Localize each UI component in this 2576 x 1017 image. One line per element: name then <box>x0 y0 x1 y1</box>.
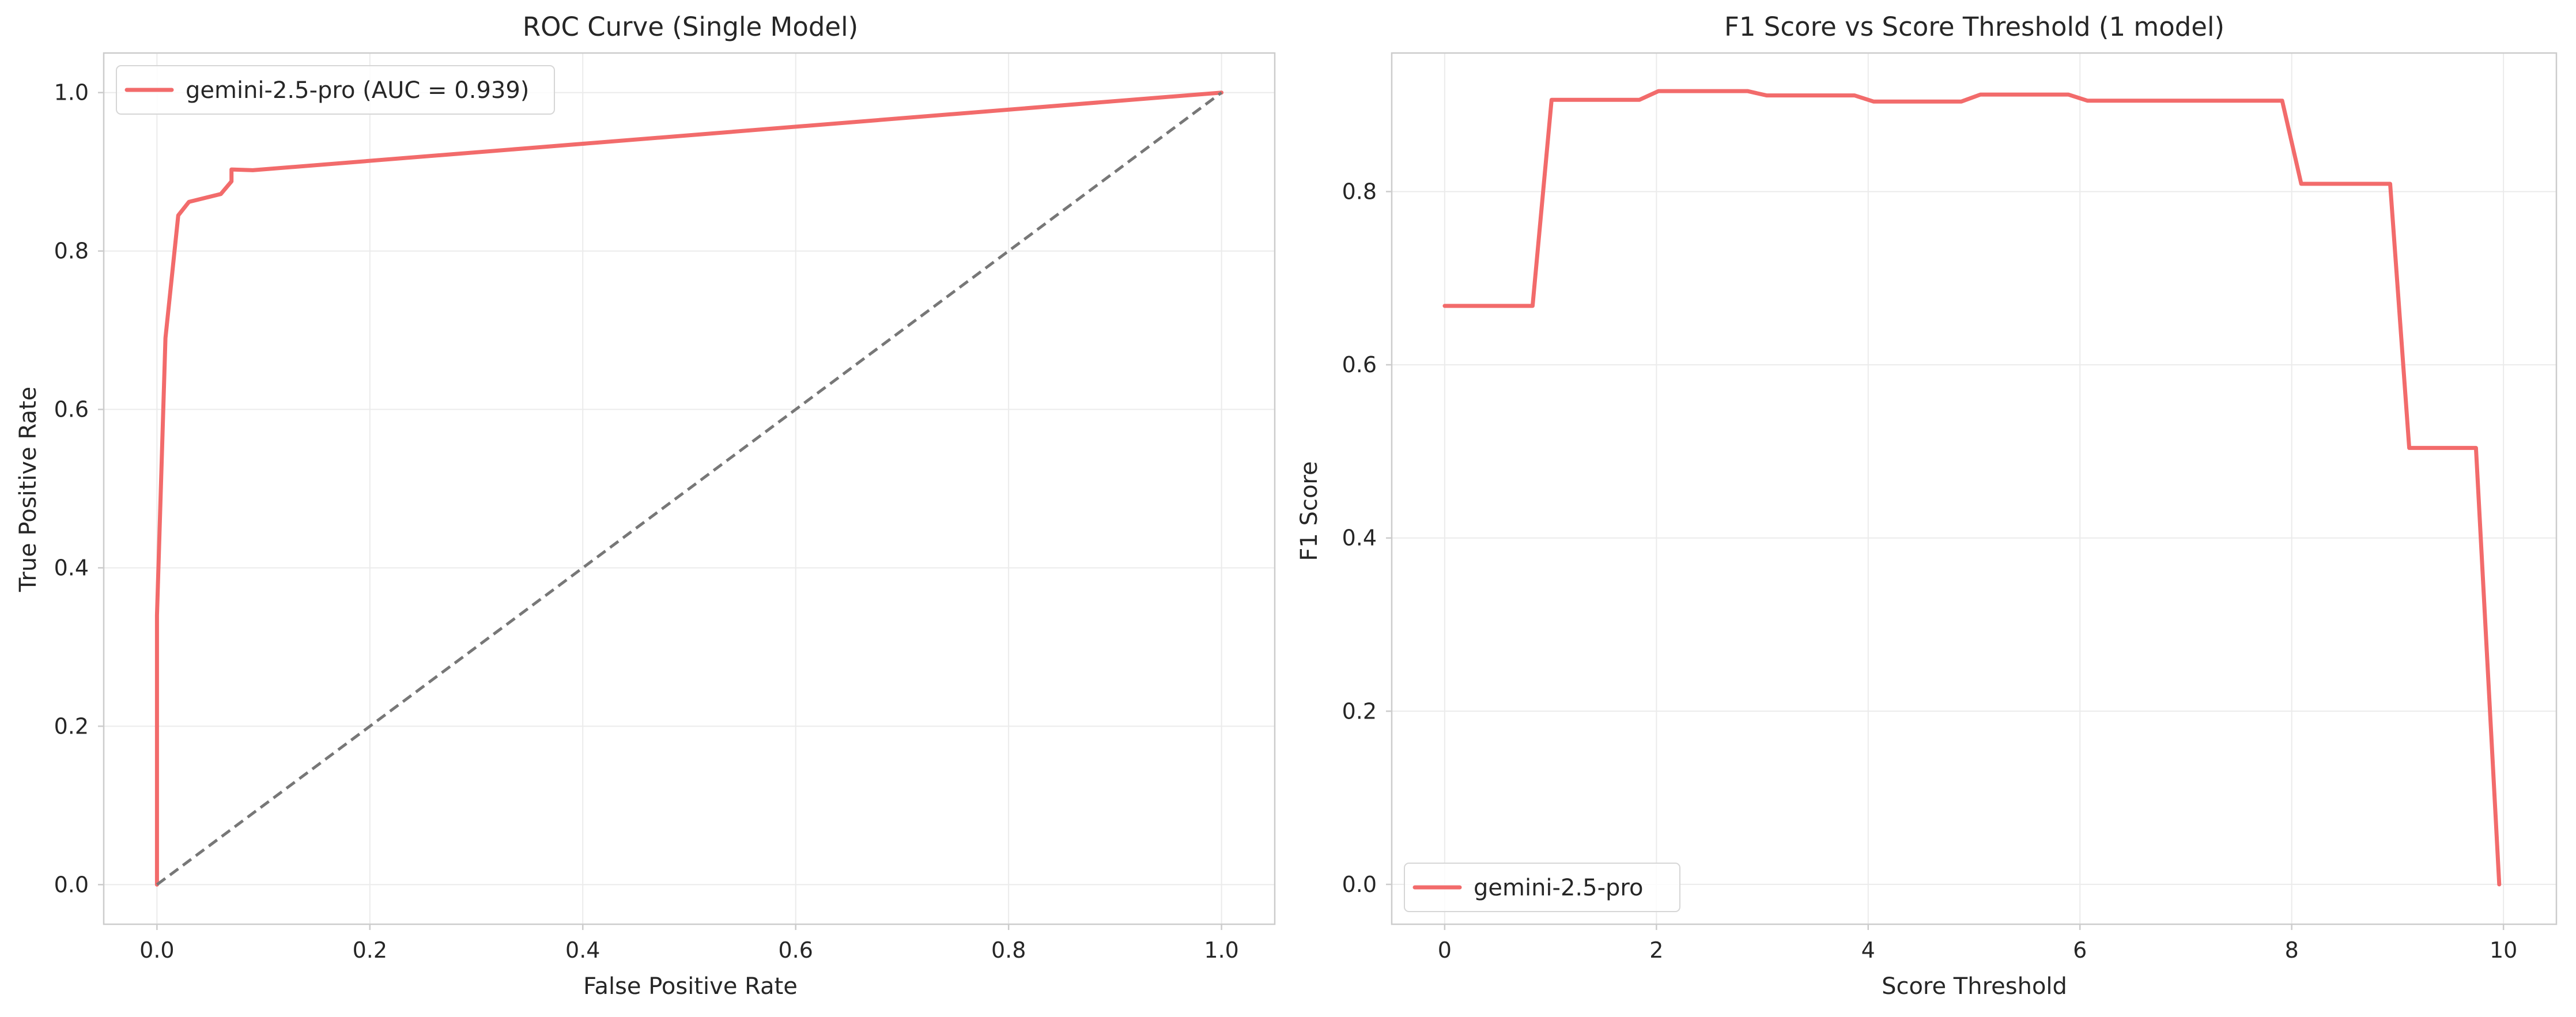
f1-x-tick-label: 10 <box>2490 937 2517 963</box>
roc-plot-area: 0.0 0.2 0.4 0.6 0.8 1.0 0.0 0.2 0.4 0.6 0.8 1.0 gemi… <box>54 52 1276 963</box>
f1-legend-frame <box>1404 863 1680 912</box>
roc-chance-diagonal-line <box>156 91 1223 886</box>
f1-y-tick-label: 0.2 <box>1342 698 1377 724</box>
f1-plot-frame <box>1391 52 2558 925</box>
roc-chart-panel: ROC Curve (Single Model) False Positive … <box>15 12 1276 1000</box>
f1-x-axis-label: Score Threshold <box>1882 973 2067 1000</box>
roc-x-tick-label: 0.4 <box>565 937 600 963</box>
f1-x-tick-label: 4 <box>1861 937 1875 963</box>
roc-y-tick-label: 1.0 <box>54 80 89 105</box>
roc-x-tick-label: 0.2 <box>353 937 387 963</box>
f1-x-tick-label: 2 <box>1649 937 1663 963</box>
roc-y-tick-label: 0.4 <box>54 555 89 580</box>
roc-y-tick-label: 0.8 <box>54 239 89 264</box>
roc-y-axis-label: True Positive Rate <box>15 387 41 592</box>
f1-x-tick-label: 6 <box>2073 937 2087 963</box>
roc-plot-frame <box>103 52 1276 925</box>
roc-legend: gemini-2.5-pro (AUC = 0.939) <box>116 65 555 115</box>
f1-plot-area: 0 2 4 6 8 10 0.0 0.2 0.4 0.6 0.8 gemini-2.5-pro <box>1342 52 2558 963</box>
f1-y-tick-label: 0.4 <box>1342 525 1377 551</box>
roc-x-tick-label: 0.8 <box>991 937 1026 963</box>
f1-y-tick-label: 0.8 <box>1342 179 1377 204</box>
f1-legend-label: gemini-2.5-pro <box>1474 875 1643 901</box>
roc-legend-frame <box>116 65 555 115</box>
f1-x-tick-label: 0 <box>1438 937 1452 963</box>
f1-y-tick-label: 0.0 <box>1342 872 1377 897</box>
roc-x-tick-label: 0.0 <box>139 937 174 963</box>
f1-series-line <box>1442 89 2502 887</box>
roc-x-axis-label: False Positive Rate <box>583 973 798 1000</box>
f1-y-tick-label: 0.6 <box>1342 352 1377 377</box>
f1-chart-title: F1 Score vs Score Threshold (1 model) <box>1724 12 2224 42</box>
roc-y-tick-label: 0.2 <box>54 713 89 739</box>
roc-y-tick-label: 0.0 <box>54 872 89 897</box>
roc-series-line <box>154 90 1224 887</box>
f1-legend: gemini-2.5-pro <box>1404 863 1680 912</box>
f1-x-tick-label: 8 <box>2285 937 2299 963</box>
f1-chart-panel: F1 Score vs Score Threshold (1 model) Sc… <box>1296 12 2558 1000</box>
roc-chart-title: ROC Curve (Single Model) <box>523 12 858 42</box>
f1-y-axis-label: F1 Score <box>1296 461 1323 561</box>
roc-x-tick-label: 1.0 <box>1204 937 1238 963</box>
roc-legend-label: gemini-2.5-pro (AUC = 0.939) <box>186 77 529 104</box>
roc-y-tick-label: 0.6 <box>54 397 89 422</box>
roc-x-tick-label: 0.6 <box>779 937 813 963</box>
